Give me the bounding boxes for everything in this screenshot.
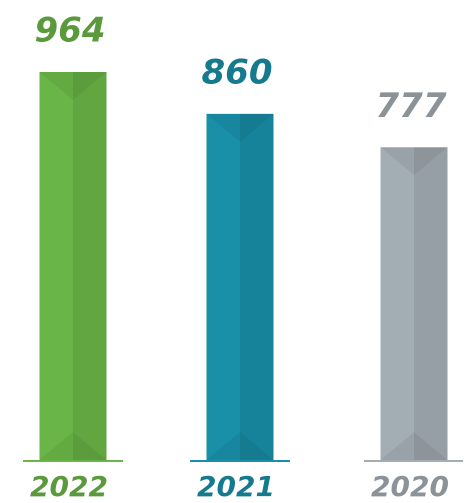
x-tick-label: 2022 [30, 470, 108, 503]
bar [39, 72, 107, 460]
value-label: 964 [35, 11, 106, 51]
bar-shade [414, 147, 448, 460]
bar [380, 147, 448, 460]
x-tick-label: 2021 [197, 470, 275, 503]
bar-shade [73, 72, 107, 460]
bar-group [206, 113, 274, 461]
bar [206, 113, 274, 461]
value-label: 860 [202, 52, 273, 92]
bar-top-facet [39, 72, 107, 100]
bar-bottom-facet [380, 432, 448, 460]
bar-top-facet [206, 113, 274, 142]
bar-group [39, 72, 107, 460]
bar-shade [240, 113, 274, 461]
bar-group [380, 147, 448, 460]
value-label: 777 [376, 86, 447, 126]
bar-bottom-facet [39, 432, 107, 460]
bar-top-facet [380, 147, 448, 176]
bar-bottom-facet [206, 432, 274, 460]
x-tick-label: 2020 [371, 470, 449, 503]
